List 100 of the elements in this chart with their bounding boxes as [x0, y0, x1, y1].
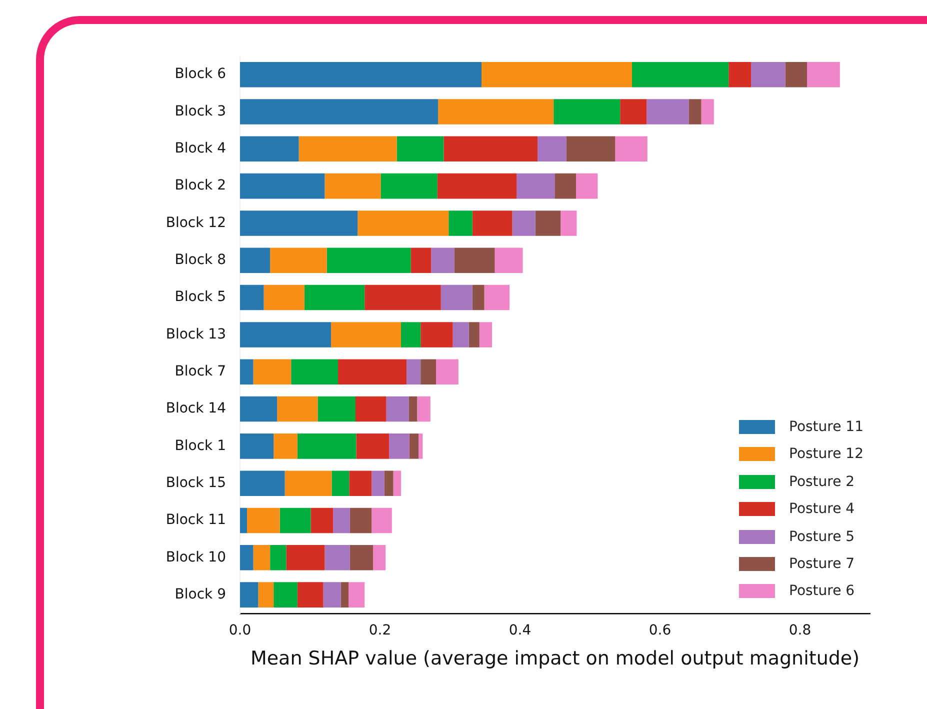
bar — [240, 582, 258, 608]
bar — [576, 173, 598, 199]
bar — [253, 545, 270, 570]
bar — [396, 136, 444, 162]
y-tick-label: Block 13 — [166, 326, 226, 342]
legend-label: Posture 12 — [789, 446, 864, 462]
bar — [372, 470, 384, 496]
x-tick-label: 0.0 — [228, 622, 252, 638]
bar — [479, 322, 492, 348]
bar — [240, 136, 299, 162]
bar — [535, 210, 561, 236]
bar — [323, 582, 341, 608]
bar — [494, 248, 523, 274]
bar — [384, 470, 394, 496]
bar — [270, 248, 327, 274]
y-tick-label: Block 12 — [166, 214, 226, 231]
bar — [373, 545, 386, 570]
x-tick-label: 0.8 — [788, 622, 812, 638]
bar — [364, 284, 441, 310]
bar — [338, 359, 407, 384]
bar — [349, 470, 372, 496]
y-tick-label: Block 4 — [174, 140, 226, 157]
bar — [452, 322, 469, 348]
y-tick-label: Block 8 — [174, 252, 226, 268]
y-tick-label: Block 5 — [174, 289, 226, 306]
bar — [240, 508, 247, 534]
bar — [240, 322, 331, 348]
bar — [240, 173, 325, 199]
bar — [274, 434, 298, 459]
y-tick-label: Block 3 — [174, 103, 226, 120]
legend-label: Posture 6 — [789, 583, 855, 600]
x-axis-title: Mean SHAP value (average impact on model output magnitude) — [250, 648, 860, 670]
bar — [333, 508, 350, 534]
bar — [482, 62, 632, 88]
bar — [332, 470, 350, 496]
bar — [280, 508, 311, 534]
bar — [386, 396, 409, 422]
bar — [389, 434, 410, 459]
bar — [240, 545, 254, 570]
bar — [350, 508, 372, 534]
bar — [566, 136, 616, 162]
bar — [380, 173, 438, 199]
bar — [418, 434, 423, 459]
bar — [454, 248, 495, 274]
bar — [807, 62, 840, 88]
bar — [297, 434, 356, 459]
bar — [240, 248, 270, 274]
bar — [701, 99, 714, 124]
y-tick-label: Block 6 — [174, 66, 226, 82]
bar — [728, 62, 751, 88]
bar — [372, 508, 392, 534]
bar — [310, 508, 334, 534]
x-tick-label: 0.4 — [508, 622, 532, 638]
bar — [431, 248, 454, 274]
y-tick-label: Block 14 — [166, 400, 226, 417]
bar — [688, 99, 702, 124]
bar — [291, 359, 338, 384]
bar — [444, 136, 538, 162]
bar — [350, 545, 373, 570]
bar — [240, 62, 482, 88]
legend-label: Posture 5 — [789, 528, 855, 545]
bar — [555, 173, 576, 199]
bar — [326, 248, 411, 274]
bar — [615, 136, 648, 162]
bar — [554, 99, 620, 124]
bar — [468, 322, 480, 348]
bar — [436, 359, 458, 384]
bar — [484, 284, 510, 310]
bar — [440, 284, 472, 310]
bar — [472, 284, 484, 310]
bar — [646, 99, 689, 124]
bar — [340, 582, 348, 608]
bar — [420, 359, 436, 384]
bar — [393, 470, 401, 496]
bar — [270, 545, 286, 570]
bar — [258, 582, 274, 608]
bar — [448, 210, 472, 236]
bar — [632, 62, 729, 88]
bar — [240, 359, 254, 384]
bar — [253, 359, 292, 384]
bar — [356, 396, 386, 422]
bar — [297, 582, 324, 608]
bar — [437, 173, 516, 199]
bar — [472, 210, 512, 236]
bar — [331, 322, 401, 348]
y-tick-label: Block 10 — [166, 549, 226, 566]
bar — [358, 210, 449, 236]
y-tick-label: Block 15 — [166, 474, 226, 491]
bar — [240, 470, 285, 496]
bar — [512, 210, 536, 236]
x-tick-label: 0.6 — [648, 622, 672, 638]
bar — [240, 99, 438, 124]
x-tick-label: 0.2 — [368, 622, 392, 638]
bar — [620, 99, 647, 124]
y-tick-label: Block 7 — [174, 364, 226, 380]
y-tick-label: Block 1 — [174, 438, 226, 454]
bar — [408, 396, 418, 422]
bar — [417, 396, 430, 422]
bar — [401, 322, 421, 348]
bar — [247, 508, 280, 534]
